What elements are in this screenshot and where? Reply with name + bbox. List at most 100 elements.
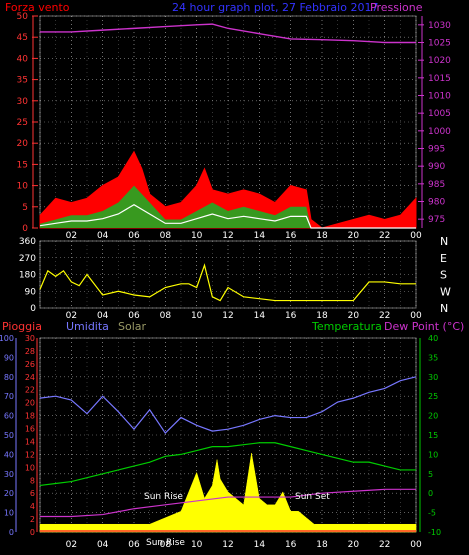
humidity-tick-label: 10 xyxy=(4,509,14,518)
x-tick-label: 14 xyxy=(254,231,266,241)
x-tick-label: 12 xyxy=(222,540,233,550)
header-left-label: Forza vento xyxy=(5,1,70,14)
pressure-tick-label: 980 xyxy=(428,198,445,208)
humidity-tick-label: 100 xyxy=(0,334,14,343)
x-tick-label: 20 xyxy=(348,540,360,550)
wind-tick-label: 35 xyxy=(17,76,28,86)
x-tick-label: 10 xyxy=(191,311,203,321)
pressure-tick-label: 1030 xyxy=(428,21,451,31)
x-tick-label: 06 xyxy=(128,231,140,241)
x-tick-label: 02 xyxy=(66,311,77,321)
direction-line xyxy=(39,263,416,302)
pressure-tick-label: 990 xyxy=(428,162,445,172)
x-tick-label: 16 xyxy=(285,311,297,321)
pressure-tick-label: 1015 xyxy=(428,74,451,84)
pressure-tick-label: 1020 xyxy=(428,56,451,66)
dewpoint-line xyxy=(40,488,416,518)
x-tick-label: 04 xyxy=(97,540,109,550)
x-tick-label: 18 xyxy=(316,231,328,241)
humidity-line xyxy=(39,376,417,434)
x-tick-label: 10 xyxy=(191,231,203,241)
x-tick-label: 02 xyxy=(66,231,77,241)
x-tick-label: 12 xyxy=(222,311,233,321)
x-tick-label: 22 xyxy=(379,311,390,321)
wind-tick-label: 45 xyxy=(17,33,28,43)
temperature-tick-label: -5 xyxy=(428,509,436,518)
humidity-tick-label: 60 xyxy=(4,412,14,421)
x-tick-label: 04 xyxy=(97,311,109,321)
wind-tick-label: 20 xyxy=(17,139,29,149)
pressure-tick-label: 1025 xyxy=(428,39,451,49)
rain-tick-label: 8 xyxy=(30,476,35,485)
x-tick-label: 00 xyxy=(410,231,422,241)
wind-tick-label: 30 xyxy=(17,97,29,107)
header-right-label: Pressione xyxy=(370,1,423,14)
legend-temperature: Temperatura xyxy=(311,320,382,333)
rain-tick-label: 14 xyxy=(25,437,35,446)
compass-label: S xyxy=(440,269,447,282)
rain-tick-label: 26 xyxy=(25,360,35,369)
pressure-tick-label: 995 xyxy=(428,145,445,155)
wind-tick-label: 15 xyxy=(17,160,28,170)
x-tick-label: 20 xyxy=(348,311,360,321)
x-tick-label: 00 xyxy=(410,540,422,550)
x-tick-label: 22 xyxy=(379,231,390,241)
x-tick-label: 14 xyxy=(254,540,266,550)
humidity-tick-label: 30 xyxy=(4,470,14,479)
wind-tick-label: 40 xyxy=(17,54,29,64)
direction-tick-label: 0 xyxy=(30,304,36,314)
rain-tick-label: 4 xyxy=(30,502,35,511)
rain-tick-label: 6 xyxy=(30,489,35,498)
temperature-line xyxy=(39,442,416,487)
rain-tick-label: 12 xyxy=(25,450,35,459)
pressure-line xyxy=(40,23,416,44)
x-tick-label: 18 xyxy=(316,540,328,550)
wind-tick-label: 0 xyxy=(22,224,28,234)
humidity-tick-label: 70 xyxy=(4,392,14,401)
pressure-tick-label: 1010 xyxy=(428,92,451,102)
x-tick-label: 16 xyxy=(285,540,297,550)
rain-tick-label: 24 xyxy=(25,373,35,382)
x-tick-label: 04 xyxy=(97,231,109,241)
wind-tick-label: 25 xyxy=(17,118,28,128)
x-tick-label: 06 xyxy=(128,540,140,550)
compass-label: N xyxy=(440,235,448,248)
x-tick-label: 06 xyxy=(128,311,140,321)
legend-rain: Pioggia xyxy=(2,320,42,333)
x-tick-label: 08 xyxy=(160,311,172,321)
legend-humidity: Umidita xyxy=(66,320,109,333)
temperature-tick-label: 30 xyxy=(428,373,438,382)
direction-tick-label: 360 xyxy=(19,237,36,247)
x-tick-label: 10 xyxy=(191,540,203,550)
x-tick-label: 22 xyxy=(379,540,390,550)
compass-label: E xyxy=(440,252,447,265)
rain-tick-label: 0 xyxy=(30,528,35,537)
temperature-tick-label: 10 xyxy=(428,450,438,459)
pressure-tick-label: 975 xyxy=(428,215,445,225)
annotation-sunset: Sun Set xyxy=(295,492,330,502)
pressure-tick-label: 1005 xyxy=(428,109,451,119)
direction-tick-label: 180 xyxy=(19,271,36,281)
humidity-tick-label: 50 xyxy=(4,431,14,440)
compass-label: W xyxy=(440,285,451,298)
temperature-tick-label: 35 xyxy=(428,353,438,362)
rain-tick-label: 30 xyxy=(25,334,35,343)
rain-tick-label: 18 xyxy=(25,412,35,421)
wind-avg-area xyxy=(40,185,416,228)
direction-tick-label: 270 xyxy=(19,254,36,264)
rain-tick-label: 22 xyxy=(25,386,35,395)
grid-lines xyxy=(39,15,417,533)
temperature-tick-label: 0 xyxy=(428,489,433,498)
pressure-tick-label: 985 xyxy=(428,180,445,190)
x-tick-label: 08 xyxy=(160,540,172,550)
series-marks xyxy=(39,23,417,533)
temperature-tick-label: 5 xyxy=(428,470,433,479)
x-tick-label: 18 xyxy=(316,311,328,321)
rain-tick-label: 10 xyxy=(25,463,35,472)
legend-dewpoint: Dew Point (°C) xyxy=(384,320,464,333)
solar-area xyxy=(39,453,417,533)
wind-tick-label: 10 xyxy=(17,182,29,192)
rain-tick-label: 16 xyxy=(25,425,35,434)
x-tick-label: 08 xyxy=(160,231,172,241)
